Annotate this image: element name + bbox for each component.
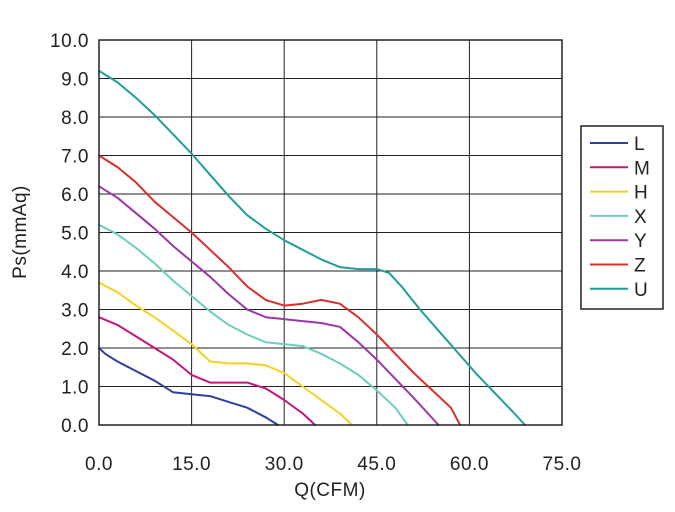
legend-label-m: M xyxy=(634,158,650,179)
x-tick-label: 75.0 xyxy=(543,454,582,475)
legend-label-y: Y xyxy=(634,231,647,252)
legend-label-x: X xyxy=(634,207,647,228)
y-axis-label: Ps(mmAq) xyxy=(10,185,31,279)
x-axis-label: Q(CFM) xyxy=(294,480,366,501)
grid-lines xyxy=(98,39,563,426)
series-lines xyxy=(98,69,526,426)
y-tick-label: 9.0 xyxy=(61,70,89,91)
y-tick-label: 10.0 xyxy=(50,31,89,52)
y-axis-ticks: 0.0 1.0 2.0 3.0 4.0 5.0 6.0 7.0 8.0 9.0 10.0 xyxy=(50,31,89,437)
series-line-y xyxy=(98,185,440,426)
legend-label-h: H xyxy=(634,183,648,204)
series-line-z xyxy=(98,154,462,426)
series-line-l xyxy=(98,347,279,426)
series-line-u xyxy=(98,69,526,426)
y-tick-label: 5.0 xyxy=(61,224,89,245)
legend-label-z: Z xyxy=(634,256,646,277)
x-tick-label: 0.0 xyxy=(85,454,113,475)
x-axis-ticks: 0.0 15.0 30.0 45.0 60.0 75.0 xyxy=(85,454,581,475)
y-tick-label: 7.0 xyxy=(61,147,89,168)
y-tick-label: 1.0 xyxy=(61,378,89,399)
plot-frame xyxy=(98,39,563,426)
y-tick-label: 8.0 xyxy=(61,108,89,129)
x-tick-label: 45.0 xyxy=(357,454,396,475)
y-tick-label: 2.0 xyxy=(61,339,89,360)
y-tick-label: 6.0 xyxy=(61,185,89,206)
legend-label-u: U xyxy=(634,280,648,301)
series-line-h xyxy=(98,281,354,426)
legend-box xyxy=(580,125,664,310)
y-tick-label: 3.0 xyxy=(61,301,89,322)
x-tick-label: 30.0 xyxy=(265,454,304,475)
series-line-m xyxy=(98,316,317,426)
y-tick-label: 4.0 xyxy=(61,262,89,283)
x-tick-label: 60.0 xyxy=(450,454,489,475)
x-tick-label: 15.0 xyxy=(172,454,211,475)
y-tick-label: 0.0 xyxy=(61,416,89,437)
legend-label-l: L xyxy=(634,134,645,155)
series-line-x xyxy=(98,223,409,426)
